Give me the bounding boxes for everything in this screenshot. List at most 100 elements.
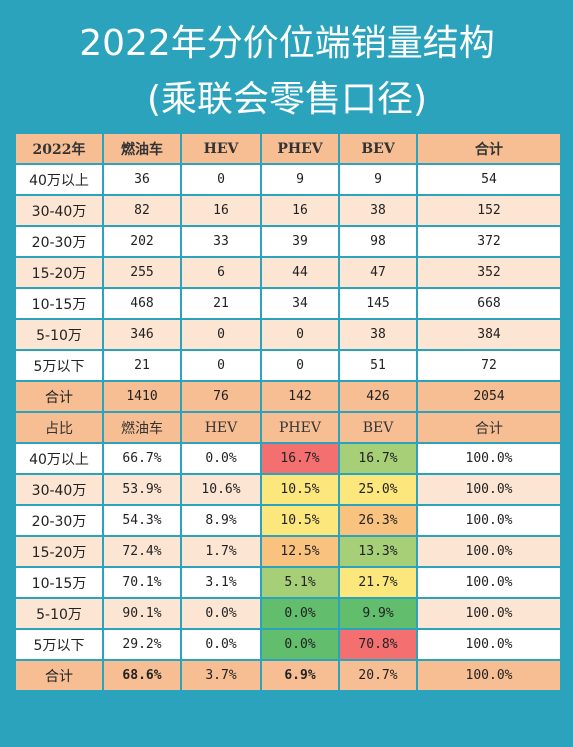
- heat-cell[interactable]: 10.5%: [260, 473, 340, 506]
- table-cell[interactable]: 668: [416, 287, 562, 320]
- table-cell[interactable]: 352: [416, 256, 562, 289]
- row-label[interactable]: 合计: [14, 380, 104, 413]
- row-label[interactable]: 40万以上: [14, 163, 104, 196]
- heat-cell[interactable]: 21.7%: [338, 566, 418, 599]
- table-cell[interactable]: 100.0%: [416, 628, 562, 661]
- table-cell[interactable]: 142: [260, 380, 340, 413]
- header-cell[interactable]: 2022年: [14, 132, 104, 165]
- heat-cell[interactable]: 0.0%: [260, 628, 340, 661]
- table-cell[interactable]: 0: [180, 349, 262, 382]
- table-cell[interactable]: 38: [338, 194, 418, 227]
- table-cell[interactable]: 20.7%: [338, 659, 418, 692]
- table-cell[interactable]: 384: [416, 318, 562, 351]
- table-cell[interactable]: 100.0%: [416, 504, 562, 537]
- table-cell[interactable]: 51: [338, 349, 418, 382]
- table-cell[interactable]: 21: [102, 349, 182, 382]
- table-cell[interactable]: 90.1%: [102, 597, 182, 630]
- heat-cell[interactable]: 5.1%: [260, 566, 340, 599]
- table-cell[interactable]: 1410: [102, 380, 182, 413]
- table-cell[interactable]: 54.3%: [102, 504, 182, 537]
- table-cell[interactable]: 100.0%: [416, 473, 562, 506]
- table-cell[interactable]: 16: [260, 194, 340, 227]
- heat-cell[interactable]: 13.3%: [338, 535, 418, 568]
- table-cell[interactable]: 145: [338, 287, 418, 320]
- heat-cell[interactable]: 70.8%: [338, 628, 418, 661]
- heat-cell[interactable]: 9.9%: [338, 597, 418, 630]
- heat-cell[interactable]: 12.5%: [260, 535, 340, 568]
- row-label[interactable]: 5-10万: [14, 597, 104, 630]
- header-cell[interactable]: HEV: [180, 411, 262, 444]
- table-cell[interactable]: 100.0%: [416, 566, 562, 599]
- table-cell[interactable]: 21: [180, 287, 262, 320]
- table-cell[interactable]: 82: [102, 194, 182, 227]
- row-label[interactable]: 10-15万: [14, 566, 104, 599]
- table-cell[interactable]: 0: [180, 163, 262, 196]
- table-cell[interactable]: 100.0%: [416, 659, 562, 692]
- table-cell[interactable]: 3.7%: [180, 659, 262, 692]
- table-cell[interactable]: 53.9%: [102, 473, 182, 506]
- row-label[interactable]: 5万以下: [14, 349, 104, 382]
- table-cell[interactable]: 68.6%: [102, 659, 182, 692]
- table-cell[interactable]: 202: [102, 225, 182, 258]
- row-label[interactable]: 20-30万: [14, 504, 104, 537]
- table-cell[interactable]: 0: [260, 349, 340, 382]
- table-cell[interactable]: 255: [102, 256, 182, 289]
- table-cell[interactable]: 6: [180, 256, 262, 289]
- table-cell[interactable]: 33: [180, 225, 262, 258]
- table-cell[interactable]: 100.0%: [416, 442, 562, 475]
- row-label[interactable]: 40万以上: [14, 442, 104, 475]
- table-cell[interactable]: 0.0%: [180, 597, 262, 630]
- row-label[interactable]: 5万以下: [14, 628, 104, 661]
- table-cell[interactable]: 346: [102, 318, 182, 351]
- table-cell[interactable]: 9: [260, 163, 340, 196]
- table-cell[interactable]: 10.6%: [180, 473, 262, 506]
- table-cell[interactable]: 70.1%: [102, 566, 182, 599]
- table-cell[interactable]: 9: [338, 163, 418, 196]
- table-cell[interactable]: 0.0%: [180, 628, 262, 661]
- table-cell[interactable]: 39: [260, 225, 340, 258]
- table-cell[interactable]: 72.4%: [102, 535, 182, 568]
- table-cell[interactable]: 468: [102, 287, 182, 320]
- table-cell[interactable]: 76: [180, 380, 262, 413]
- table-cell[interactable]: 0: [180, 318, 262, 351]
- header-cell[interactable]: 占比: [14, 411, 104, 444]
- table-cell[interactable]: 98: [338, 225, 418, 258]
- heat-cell[interactable]: 0.0%: [260, 597, 340, 630]
- table-cell[interactable]: 100.0%: [416, 597, 562, 630]
- table-cell[interactable]: 66.7%: [102, 442, 182, 475]
- table-cell[interactable]: 8.9%: [180, 504, 262, 537]
- header-cell[interactable]: 合计: [416, 132, 562, 165]
- heat-cell[interactable]: 16.7%: [260, 442, 340, 475]
- table-cell[interactable]: 100.0%: [416, 535, 562, 568]
- header-cell[interactable]: 燃油车: [102, 411, 182, 444]
- header-cell[interactable]: 合计: [416, 411, 562, 444]
- heat-cell[interactable]: 25.0%: [338, 473, 418, 506]
- row-label[interactable]: 30-40万: [14, 194, 104, 227]
- table-cell[interactable]: 36: [102, 163, 182, 196]
- table-cell[interactable]: 38: [338, 318, 418, 351]
- heat-cell[interactable]: 26.3%: [338, 504, 418, 537]
- table-cell[interactable]: 1.7%: [180, 535, 262, 568]
- table-cell[interactable]: 44: [260, 256, 340, 289]
- row-label[interactable]: 15-20万: [14, 256, 104, 289]
- header-cell[interactable]: PHEV: [260, 411, 340, 444]
- heat-cell[interactable]: 10.5%: [260, 504, 340, 537]
- table-cell[interactable]: 3.1%: [180, 566, 262, 599]
- table-cell[interactable]: 426: [338, 380, 418, 413]
- row-label[interactable]: 5-10万: [14, 318, 104, 351]
- table-cell[interactable]: 29.2%: [102, 628, 182, 661]
- row-label[interactable]: 合计: [14, 659, 104, 692]
- row-label[interactable]: 20-30万: [14, 225, 104, 258]
- header-cell[interactable]: 燃油车: [102, 132, 182, 165]
- header-cell[interactable]: HEV: [180, 132, 262, 165]
- table-cell[interactable]: 2054: [416, 380, 562, 413]
- heat-cell[interactable]: 16.7%: [338, 442, 418, 475]
- row-label[interactable]: 10-15万: [14, 287, 104, 320]
- row-label[interactable]: 30-40万: [14, 473, 104, 506]
- table-cell[interactable]: 152: [416, 194, 562, 227]
- table-cell[interactable]: 6.9%: [260, 659, 340, 692]
- header-cell[interactable]: BEV: [338, 132, 418, 165]
- table-cell[interactable]: 47: [338, 256, 418, 289]
- row-label[interactable]: 15-20万: [14, 535, 104, 568]
- table-cell[interactable]: 16: [180, 194, 262, 227]
